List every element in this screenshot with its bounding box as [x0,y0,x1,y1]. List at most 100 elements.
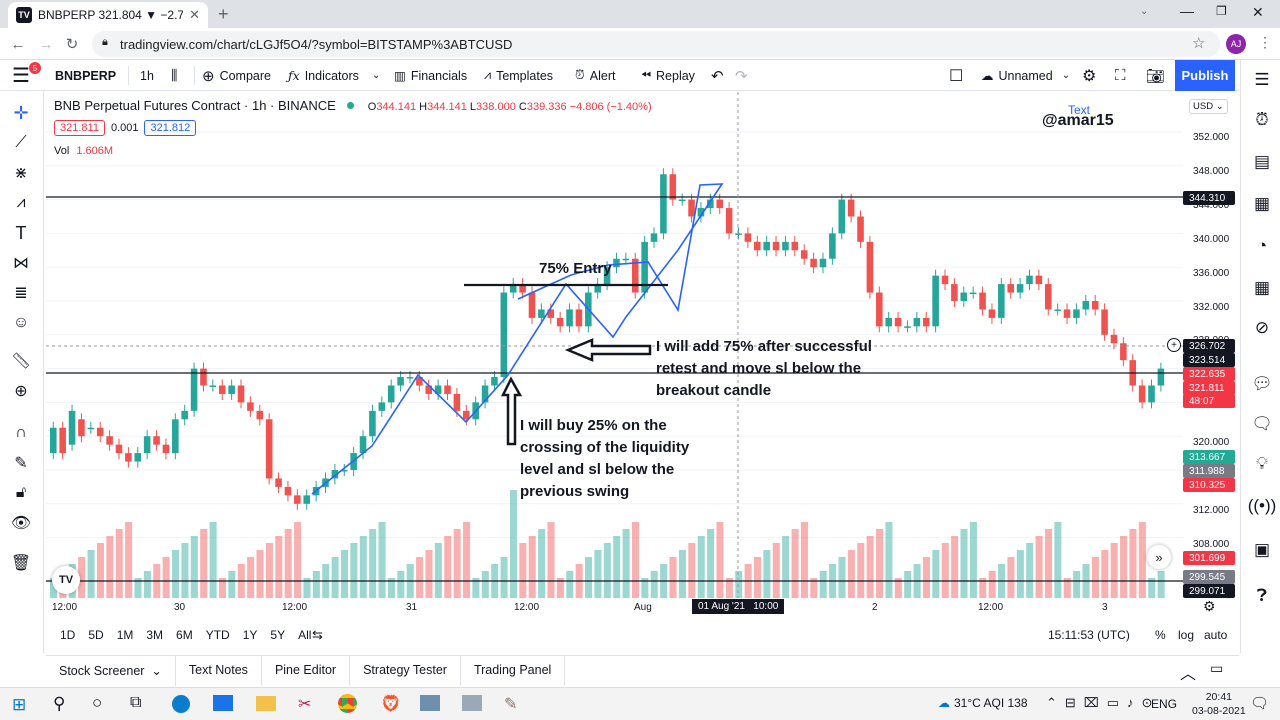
maximize-icon[interactable]: ❐ [1216,4,1227,18]
file-explorer-icon[interactable] [256,696,276,711]
chrome-icon[interactable] [338,694,357,713]
pattern-tool-icon[interactable]: ⩘ [16,194,26,211]
ideas-icon[interactable]: ⊘ [1254,318,1270,337]
app-icon-3[interactable]: ✎ [504,696,518,713]
bottom-tab[interactable]: Trading Panel [461,656,566,686]
trend-line-icon[interactable]: ⟋ [15,134,27,151]
utc-clock[interactable]: 15:11:53 (UTC) [1048,628,1130,642]
hide-drawings-eye-icon[interactable]: 👁︎ [10,515,32,532]
chats-icon[interactable]: 💬︎ [1251,374,1273,393]
breakout-arrow[interactable] [500,376,523,446]
magnet-icon[interactable]: ∩ [15,424,27,441]
currency-selector[interactable]: USD ⌄ [1189,99,1228,114]
chart-type-candles-icon[interactable]: ⫼ [171,67,178,83]
screenshot-camera-icon[interactable]: 📷︎ [1146,67,1166,85]
auto-scale-toggle[interactable]: auto [1204,628,1228,642]
action-center-icon[interactable]: 🗨︎ [1250,695,1270,712]
calendar-icon[interactable]: ▦ [1253,278,1271,297]
legend-title[interactable]: BNB Perpetual Futures Contract · 1h · BI… [54,98,336,113]
alert-button[interactable]: ⏰︎ Alert [575,60,615,91]
new-tab-icon[interactable]: + [218,4,229,24]
scroll-to-latest-icon[interactable]: » [1147,545,1171,569]
cortana-icon[interactable]: ○ [92,693,103,712]
app-icon-1[interactable] [420,695,440,711]
range-button[interactable]: 1M [116,628,134,642]
range-button[interactable]: 3M [146,628,164,642]
retest-arrow[interactable] [564,338,652,362]
axis-settings-gear-icon[interactable]: ⚙︎ [1203,598,1216,614]
trash-icon[interactable]: 🗑︎ [10,555,32,572]
bottom-tab[interactable]: Text Notes [176,656,262,686]
back-icon[interactable]: ← [10,35,26,53]
author-tag[interactable]: @amar15 [1042,112,1114,129]
profile-avatar[interactable]: AJ [1226,34,1246,54]
templates-button[interactable]: ⩘ Templates [484,60,553,91]
snipping-tool-icon[interactable]: ✂ [298,696,312,713]
time-axis[interactable]: 12:00 30 12:00 31 12:00 Aug 2 12:00 3 01 Aug '21… [46,598,1239,618]
range-button[interactable]: 5Y [270,628,286,642]
browser-tab[interactable]: TV BNBPERP 321.804 ▼ −2.74% Un ✕ [8,2,208,28]
bottom-tab[interactable]: Strategy Tester [350,656,461,686]
entry-annotation[interactable]: 75% Entry [539,260,612,277]
mail-icon[interactable] [213,695,233,711]
close-window-icon[interactable]: ✕ [1252,4,1264,20]
app-icon-2[interactable] [462,695,482,711]
log-scale-toggle[interactable]: log [1178,628,1195,642]
interval-button[interactable]: 1h [140,68,154,83]
percent-scale-toggle[interactable]: % [1155,628,1166,642]
search-icon[interactable]: ⚲ [53,694,66,713]
chart-pane[interactable]: 75% Entry I will add 75% after successfu… [46,92,1183,598]
price-chart[interactable] [46,92,1183,598]
lightbulb-icon[interactable]: 💡︎ [1256,454,1268,473]
alerts-clock-icon[interactable]: ⏰︎ [1255,110,1269,129]
watchlist-icon[interactable]: ☰ [1254,70,1270,89]
price-axis[interactable]: USD ⌄ 352.000 348.000 344.000 340.000 336.00… [1167,92,1239,598]
lock-drawings-icon[interactable]: 🔓︎ [15,484,27,501]
range-button[interactable]: 1Y [242,628,258,642]
sell-price-button[interactable]: 321.811 [54,120,105,136]
tab-search-icon[interactable]: ⌄ [1140,6,1149,17]
buy-price-button[interactable]: 321.812 [144,120,197,136]
news-icon[interactable]: ▤ [1253,152,1271,171]
close-tab-icon[interactable]: ✕ [189,7,200,22]
notifications-icon[interactable]: ▣ [1253,540,1271,559]
brave-icon[interactable]: 🦁︎ [380,694,402,713]
publish-button[interactable]: Publish [1175,60,1235,91]
forward-icon[interactable]: → [38,35,54,53]
add-alert-plus-icon[interactable]: + [1167,338,1181,352]
edge-browser-icon[interactable] [172,695,190,713]
forecast-tool-icon[interactable]: ≣ [14,285,28,302]
range-button[interactable]: All [298,628,312,642]
financials-button[interactable]: ▥ Financials [394,60,467,91]
indicators-dropdown-icon[interactable]: ⌄ [372,70,381,81]
collapse-panel-chevron-icon[interactable]: ︿ [1180,666,1197,683]
stay-drawing-icon[interactable]: ✎ [14,455,28,472]
text-tool-icon[interactable]: T [15,222,27,243]
undo-icon[interactable]: ↶ [711,67,724,85]
goto-date-icon[interactable]: ⇆ [312,627,323,642]
retest-annotation[interactable]: I will add 75% after successful retest a… [656,336,872,402]
language-indicator[interactable]: ENG [1151,697,1178,711]
url-field[interactable]: 🔒︎ tradingview.com/chart/cLGJf5O4/?symbo… [92,31,1220,57]
range-button[interactable]: 5D [88,628,104,642]
minimize-icon[interactable]: — [1180,3,1194,19]
help-icon[interactable]: ❓︎ [1256,586,1268,605]
tray-icons[interactable]: ⌃⊟⌧▭♪⊙ [1046,695,1161,710]
tradingview-logo[interactable]: TV [52,566,80,594]
compare-button[interactable]: ⊕ Compare [202,60,271,91]
replay-button[interactable]: ⏪︎ Replay [641,60,695,91]
text-tool-label[interactable]: Text [1068,103,1091,117]
maximize-panel-icon[interactable]: ▭ [1210,660,1224,676]
bottom-tab[interactable]: Stock Screener ⌄ [46,656,176,686]
swing-path-line[interactable] [311,183,724,495]
prediction-tool-icon[interactable]: ⋈ [13,255,29,272]
system-clock[interactable]: 20:41 03-08-2021 [1192,690,1246,718]
fullscreen-select-icon[interactable]: ☐ [949,67,964,85]
bottom-tab[interactable]: Pine Editor [262,656,351,686]
streams-icon[interactable]: 🗨︎ [1251,414,1273,433]
settings-gear-icon[interactable]: ⚙︎ [1082,67,1097,85]
fullscreen-icon[interactable]: ⛶ [1115,67,1126,84]
browser-menu-icon[interactable]: ⋮ [1258,34,1272,50]
hotlist-icon[interactable]: ◔ [1256,236,1268,255]
ruler-icon[interactable]: 📏︎ [10,353,32,370]
